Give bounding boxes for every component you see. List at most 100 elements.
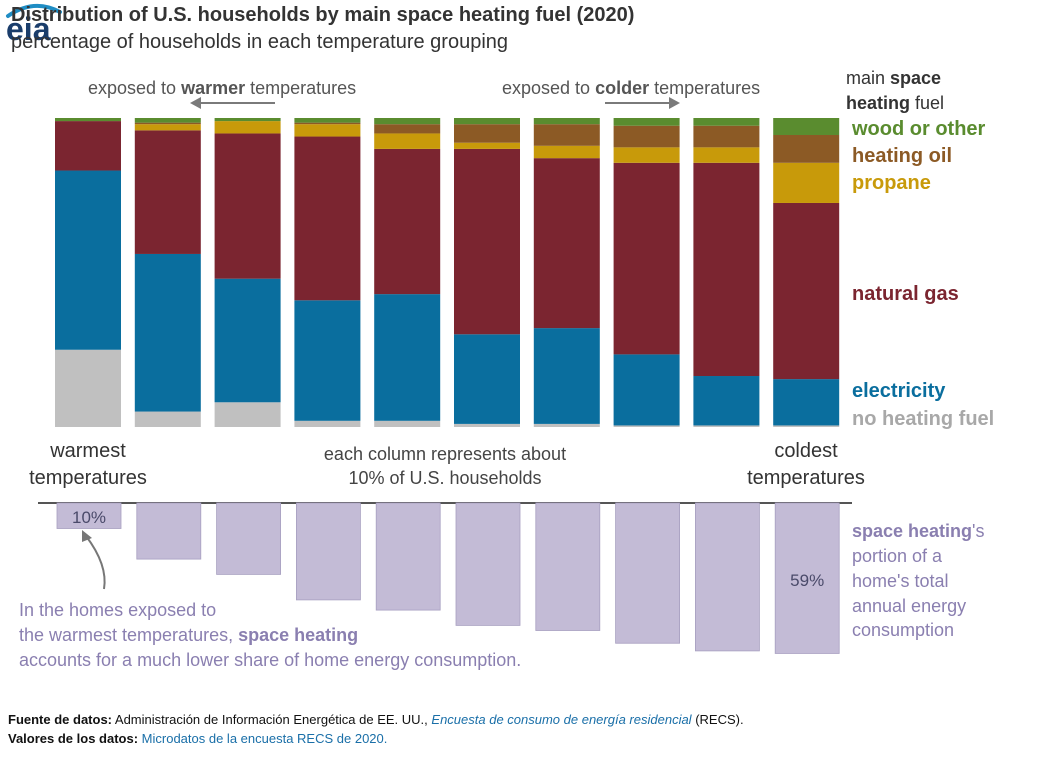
space-heating-legend-line4: annual energy [852, 596, 966, 616]
bar-segment-heating-oil-6 [454, 124, 520, 143]
consumption-bar-9 [695, 502, 760, 652]
coldest-label-line2: temperatures [747, 467, 865, 489]
bar-segment-electricity-4 [294, 300, 361, 421]
bar-segment-no-heating-fuel-5 [374, 420, 441, 427]
bar-segment-propane-6 [454, 142, 520, 149]
consumption-bar-5 [375, 502, 441, 611]
bar-segment-wood-or-other-8 [613, 118, 680, 126]
bar-segment-propane-10 [773, 162, 840, 203]
colder-label: exposed to colder temperatures [502, 78, 760, 98]
consumption-bar-group [56, 502, 840, 654]
bar-segment-wood-or-other-2 [134, 118, 201, 123]
bar-segment-electricity-10 [773, 379, 840, 426]
bar-segment-heating-oil-5 [374, 124, 441, 134]
source-note: Fuente de datos: Administración de Infor… [8, 712, 744, 727]
bar-segment-propane-4 [294, 124, 361, 137]
bar-segment-natural-gas-10 [773, 202, 840, 380]
bar-segment-natural-gas-1 [55, 121, 121, 171]
bar-segment-natural-gas-5 [374, 148, 441, 295]
space-heating-legend-line1: space heating's [852, 521, 984, 541]
bar-segment-propane-5 [374, 133, 441, 149]
warmer-arrow-icon [190, 97, 275, 109]
legend-heating-oil: heating oil [852, 145, 952, 167]
recs-microdata-link[interactable]: Microdatos de la encuesta RECS de 2020. [141, 731, 388, 746]
bar-segment-heating-oil-7 [533, 124, 600, 146]
bar-segment-wood-or-other-5 [374, 118, 441, 125]
bar-segment-heating-oil-10 [773, 134, 840, 163]
values-label: Valores de los datos: [8, 731, 139, 746]
bar-segment-wood-or-other-1 [55, 118, 121, 122]
bar-segment-natural-gas-6 [454, 148, 520, 335]
stacked-bar-group [55, 118, 840, 427]
bar-segment-natural-gas-7 [533, 158, 600, 329]
consumption-bar-8 [615, 502, 680, 644]
legend-propane: propane [852, 172, 931, 194]
consumption-bar-6 [455, 502, 521, 626]
consumption-bar-1 [56, 502, 122, 529]
legend-no-heating-fuel: no heating fuel [852, 408, 994, 430]
recs-survey-link[interactable]: Encuesta de consumo de energía residenci… [431, 712, 692, 727]
bar-segment-electricity-5 [374, 294, 441, 421]
consumption-value-label-first: 10% [72, 508, 106, 527]
warmest-label-line2: temperatures [29, 467, 147, 489]
consumption-bar-3 [216, 502, 282, 575]
bar-segment-no-heating-fuel-9 [693, 425, 760, 427]
bar-segment-wood-or-other-7 [533, 118, 600, 125]
bar-segment-no-heating-fuel-3 [214, 402, 281, 427]
bar-segment-wood-or-other-4 [294, 118, 361, 123]
space-heating-legend-line2: portion of a [852, 546, 943, 566]
bar-segment-no-heating-fuel-2 [134, 411, 201, 427]
coldest-label-line1: coldest [774, 440, 838, 462]
bar-segment-heating-oil-2 [134, 122, 201, 125]
bar-segment-electricity-8 [613, 354, 680, 426]
source-label: Fuente de datos: [8, 712, 113, 727]
eia-logo-text: eia [6, 11, 51, 44]
space-heating-legend-line3: home's total [852, 571, 949, 591]
colder-arrow-icon [605, 97, 680, 109]
bar-segment-propane-3 [214, 121, 281, 134]
column-note-line1: each column represents about [324, 444, 566, 464]
chart-title: Distribution of U.S. households by main … [11, 4, 635, 26]
bar-segment-electricity-7 [533, 328, 600, 424]
note-line1: In the homes exposed to [19, 600, 216, 620]
column-note-line2: 10% of U.S. households [348, 468, 541, 488]
bar-segment-wood-or-other-10 [773, 118, 840, 135]
note-line3: accounts for a much lower share of home … [19, 650, 521, 670]
bar-segment-natural-gas-2 [134, 130, 201, 254]
bar-segment-no-heating-fuel-8 [613, 425, 680, 427]
legend-natural-gas: natural gas [852, 283, 959, 305]
bar-segment-wood-or-other-6 [454, 118, 520, 125]
consumption-bar-10 [774, 502, 840, 654]
consumption-bar-2 [136, 502, 202, 560]
space-heating-legend-line5: consumption [852, 620, 954, 640]
legend-title-line2: heating fuel [846, 93, 944, 113]
bar-segment-heating-oil-8 [613, 125, 680, 148]
bar-segment-electricity-1 [55, 170, 121, 350]
bar-segment-no-heating-fuel-6 [454, 423, 520, 427]
bar-segment-propane-8 [613, 147, 680, 163]
bar-segment-electricity-6 [454, 334, 520, 424]
source-tail: (RECS). [691, 712, 744, 727]
bar-segment-heating-oil-4 [294, 122, 361, 125]
consumption-bar-4 [295, 502, 361, 601]
bar-segment-natural-gas-9 [693, 162, 760, 377]
bar-segment-electricity-3 [214, 278, 281, 403]
note-line2: the warmest temperatures, space heating [19, 625, 358, 645]
data-values-note: Valores de los datos: Microdatos de la e… [8, 731, 387, 746]
bar-segment-natural-gas-8 [613, 162, 680, 355]
bar-segment-heating-oil-9 [693, 125, 760, 148]
bar-segment-wood-or-other-3 [214, 118, 281, 122]
consumption-value-label-last: 59% [790, 571, 824, 590]
legend-title-line1: main space [846, 68, 941, 88]
chart-subtitle: percentage of households in each tempera… [11, 31, 509, 53]
legend-wood-or-other: wood or other [851, 118, 986, 140]
bar-segment-electricity-2 [134, 253, 201, 412]
bar-segment-no-heating-fuel-1 [55, 349, 121, 427]
bar-segment-no-heating-fuel-7 [533, 423, 600, 427]
consumption-bar-7 [535, 502, 601, 631]
bar-segment-propane-9 [693, 147, 760, 163]
warmest-label-line1: warmest [49, 440, 126, 462]
bar-segment-electricity-9 [693, 376, 760, 426]
bar-segment-wood-or-other-9 [693, 118, 760, 126]
